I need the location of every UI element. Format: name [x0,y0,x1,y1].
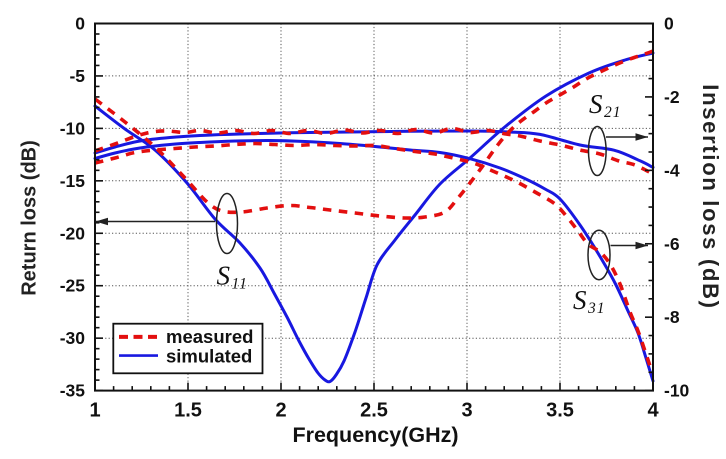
svg-text:-8: -8 [664,307,680,327]
svg-text:simulated: simulated [166,346,252,367]
svg-text:-4: -4 [664,160,680,180]
svg-text:Return loss (dB): Return loss (dB) [19,140,41,296]
svg-text:0: 0 [75,14,85,34]
svg-text:-5: -5 [69,66,85,86]
svg-text:-15: -15 [60,171,86,191]
svg-text:4: 4 [647,400,659,422]
svg-text:S: S [589,89,603,119]
svg-text:21: 21 [604,104,622,121]
svg-text:3.5: 3.5 [546,400,574,422]
svg-text:-25: -25 [60,276,86,296]
svg-text:11: 11 [232,276,248,293]
svg-text:-2: -2 [664,87,680,107]
svg-text:-35: -35 [60,381,86,401]
svg-text:S: S [217,261,231,291]
svg-text:-10: -10 [60,118,86,138]
svg-text:0: 0 [664,14,674,34]
svg-text:Frequency(GHz): Frequency(GHz) [292,423,458,447]
svg-text:2: 2 [275,400,286,422]
svg-text:1: 1 [89,400,100,422]
svg-text:2.5: 2.5 [360,400,388,422]
svg-text:-6: -6 [664,234,680,254]
svg-text:3: 3 [461,400,472,422]
svg-text:31: 31 [587,300,606,317]
svg-text:-20: -20 [60,223,86,243]
svg-text:-30: -30 [60,328,86,348]
svg-text:S: S [573,285,587,315]
svg-text:-10: -10 [664,381,690,401]
svg-text:measured: measured [166,326,253,347]
svg-text:Insertion loss (dB): Insertion loss (dB) [698,84,723,309]
svg-text:1.5: 1.5 [174,400,202,422]
